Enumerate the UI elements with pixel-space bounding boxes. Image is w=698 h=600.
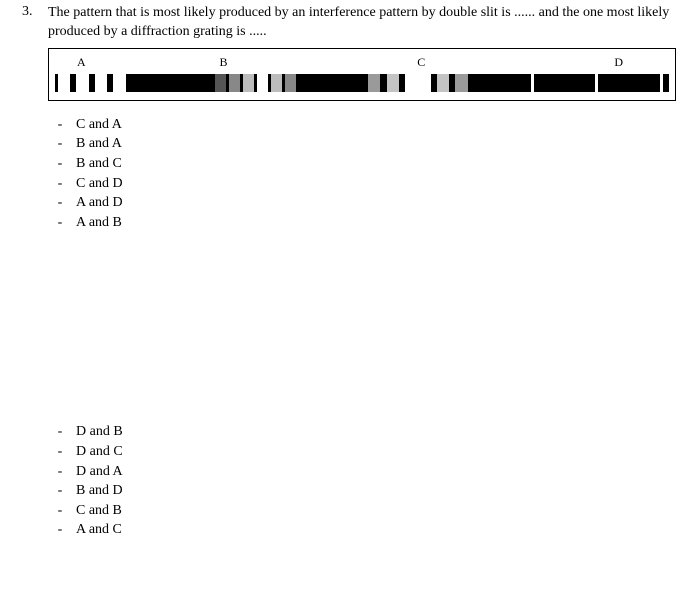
pattern-segment (76, 74, 88, 92)
answer-option-text: C and B (76, 501, 122, 521)
answer-option-text: B and D (76, 481, 123, 501)
answer-option[interactable]: -B and C (56, 154, 676, 174)
pattern-segment (405, 74, 431, 92)
answer-option[interactable]: -A and B (56, 213, 676, 233)
label-c: C (354, 55, 489, 70)
list-dash: - (56, 115, 64, 135)
pattern-segment (285, 74, 296, 92)
options-group-2: -D and B-D and C-D and A-B and D-C and B… (56, 422, 676, 540)
list-dash: - (56, 481, 64, 501)
list-dash: - (56, 520, 64, 540)
answer-option[interactable]: -C and B (56, 501, 676, 521)
list-dash: - (56, 154, 64, 174)
answer-option[interactable]: -C and A (56, 115, 676, 135)
pattern-segment (660, 74, 663, 92)
list-dash: - (56, 501, 64, 521)
answer-option-text: D and B (76, 422, 123, 442)
list-dash: - (56, 134, 64, 154)
answer-option-text: A and C (76, 520, 122, 540)
list-dash: - (56, 213, 64, 233)
answer-option[interactable]: -C and D (56, 174, 676, 194)
options-group-1: -C and A-B and A-B and C-C and D-A and D… (56, 115, 676, 233)
question-row: 3. The pattern that is most likely produ… (22, 4, 676, 42)
pattern-segment (595, 74, 598, 92)
question-text: The pattern that is most likely produced… (48, 4, 676, 42)
question-number: 3. (22, 4, 38, 20)
label-a: A (59, 55, 212, 70)
answer-option-text: C and A (76, 115, 122, 135)
pattern-segment (58, 74, 70, 92)
answer-option-text: B and A (76, 134, 122, 154)
answer-option[interactable]: -D and A (56, 462, 676, 482)
pattern-segment (387, 74, 399, 92)
list-dash: - (56, 422, 64, 442)
list-dash: - (56, 174, 64, 194)
label-b: B (212, 55, 355, 70)
pattern-segment (95, 74, 107, 92)
pattern-segment (257, 74, 268, 92)
pattern-segment (437, 74, 449, 92)
pattern-segment (531, 74, 534, 92)
answer-option[interactable]: -A and D (56, 193, 676, 213)
pattern-segment (113, 74, 125, 92)
pattern-segment (368, 74, 380, 92)
pattern-segment (243, 74, 254, 92)
answer-option[interactable]: -D and B (56, 422, 676, 442)
answer-option-text: D and A (76, 462, 123, 482)
pattern-segment (215, 74, 226, 92)
answer-option-text: C and D (76, 174, 123, 194)
answer-option[interactable]: -A and C (56, 520, 676, 540)
list-dash: - (56, 462, 64, 482)
answer-option-text: B and C (76, 154, 122, 174)
pattern-segment (229, 74, 240, 92)
answer-option[interactable]: -B and D (56, 481, 676, 501)
answer-option-text: D and C (76, 442, 123, 462)
answer-option-text: A and D (76, 193, 123, 213)
pattern-segment (455, 74, 467, 92)
answer-option[interactable]: -D and C (56, 442, 676, 462)
pattern-figure: A B C D (48, 48, 676, 101)
list-dash: - (56, 442, 64, 462)
answer-option[interactable]: -B and A (56, 134, 676, 154)
list-dash: - (56, 193, 64, 213)
answer-option-text: A and B (76, 213, 122, 233)
pattern-strip (55, 74, 669, 92)
pattern-segment (271, 74, 282, 92)
label-d: D (489, 55, 666, 70)
pattern-labels-row: A B C D (55, 55, 669, 70)
